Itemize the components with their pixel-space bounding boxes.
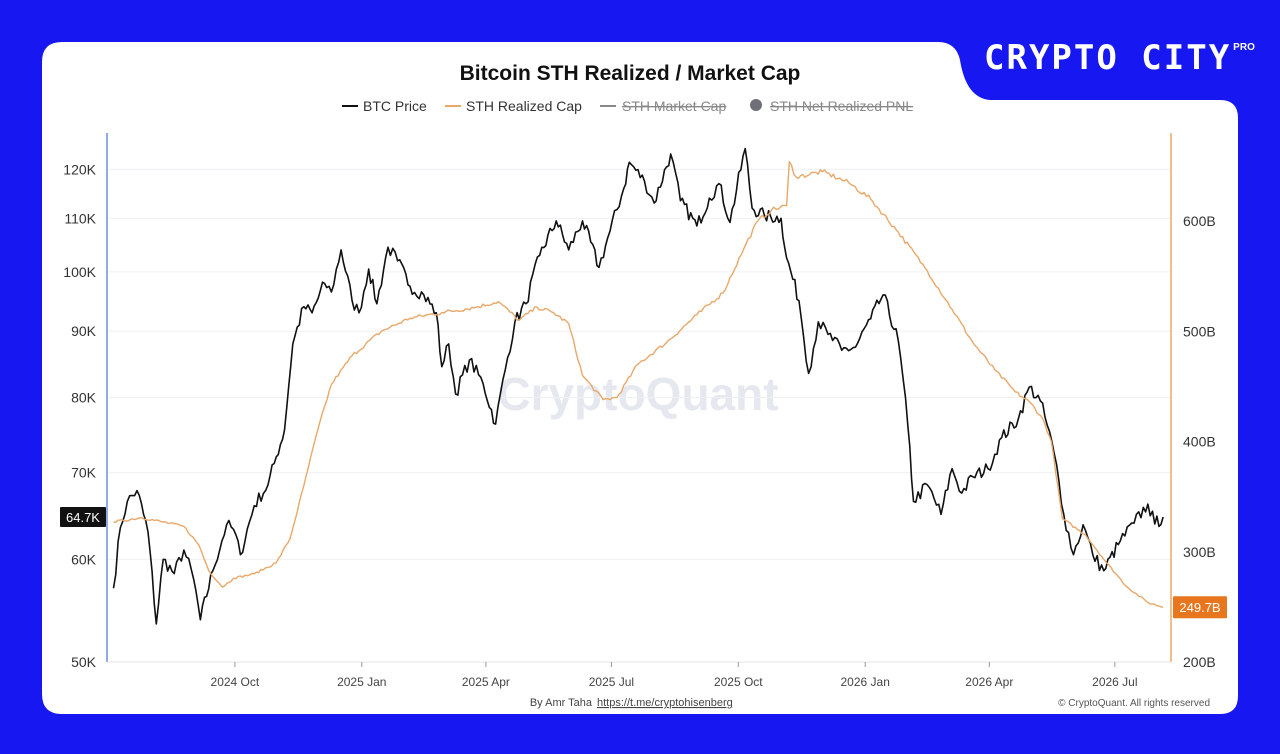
y-right-tick-label: 300B: [1183, 544, 1216, 560]
y-right-tick-label: 600B: [1183, 213, 1216, 229]
legend-item-sth-market-cap[interactable]: STH Market Cap: [600, 98, 726, 114]
y-right-ticks: 200B 300B 400B 500B 600B: [1183, 213, 1216, 670]
brand-logo: CRYPTO CITY PRO: [984, 38, 1255, 78]
x-tick-label: 2026 Jul: [1092, 675, 1137, 689]
x-tick-label: 2025 Jan: [337, 675, 386, 689]
y-left-tick-label: 110K: [64, 210, 96, 226]
sth-realized-cap-line: [113, 161, 1164, 608]
brand-name: CRYPTO CITY: [984, 38, 1232, 78]
y-left-tick-label: 120K: [63, 161, 96, 177]
series-group: [112, 147, 1164, 625]
legend-item-btc-price[interactable]: BTC Price: [342, 98, 427, 114]
y-left-tick-label: 80K: [71, 390, 97, 406]
legend: BTC Price STH Realized Cap STH Market Ca…: [342, 98, 913, 114]
x-tick-label: 2025 Apr: [462, 675, 510, 689]
y-left-tick-label: 70K: [71, 465, 97, 481]
chart-title: Bitcoin STH Realized / Market Cap: [460, 62, 801, 85]
x-tick-label: 2024 Oct: [211, 675, 260, 689]
btc-price-line: [112, 147, 1164, 625]
y-left-ticks: 50K 60K 70K 80K 90K 100K 110K 120K: [63, 161, 96, 670]
btc-last-value-box: [60, 506, 106, 527]
x-tick-label: 2025 Oct: [714, 675, 763, 689]
y-left-tick-label: 60K: [71, 551, 97, 567]
sth-last-value-label: 249.7B: [1179, 600, 1220, 615]
y-left-tick-label: 90K: [71, 323, 97, 339]
card-background: [42, 42, 1238, 714]
legend-label-btc-price: BTC Price: [363, 98, 427, 114]
x-ticks: 2024 Oct 2025 Jan 2025 Apr 2025 Jul 2025 Oct…: [211, 662, 1138, 689]
y-right-tick-label: 400B: [1183, 434, 1216, 450]
legend-label-sth-market-cap: STH Market Cap: [622, 98, 726, 114]
legend-item-sth-net-realized-pnl[interactable]: STH Net Realized PNL: [750, 98, 913, 114]
x-tick-label: 2026 Jan: [840, 675, 889, 689]
btc-last-value-label: 64.7K: [66, 510, 100, 525]
sth-last-value-tag: 249.7B: [1173, 596, 1227, 619]
footer-copyright: © CryptoQuant. All rights reserved: [1058, 698, 1210, 709]
footer-author: By Amr Taha: [530, 697, 593, 709]
y-right-tick-label: 200B: [1183, 654, 1216, 670]
legend-item-sth-realized-cap[interactable]: STH Realized Cap: [445, 98, 582, 114]
y-left-tick-label: 100K: [63, 264, 96, 280]
btc-last-value-tag: 64.7K: [60, 506, 106, 527]
sth-last-value-box: [1173, 596, 1227, 619]
y-left-tick-label: 50K: [71, 654, 97, 670]
legend-label-sth-net-realized-pnl: STH Net Realized PNL: [770, 98, 913, 114]
y-right-tick-label: 500B: [1183, 323, 1216, 339]
legend-label-sth-realized-cap: STH Realized Cap: [466, 98, 582, 114]
brand-badge: PRO: [1233, 42, 1255, 53]
x-tick-label: 2026 Apr: [965, 675, 1013, 689]
footer-link[interactable]: https://t.me/cryptohisenberg: [597, 697, 733, 709]
x-tick-label: 2025 Jul: [589, 675, 634, 689]
watermark: CryptoQuant: [497, 368, 778, 420]
legend-dot-icon: [750, 99, 762, 111]
